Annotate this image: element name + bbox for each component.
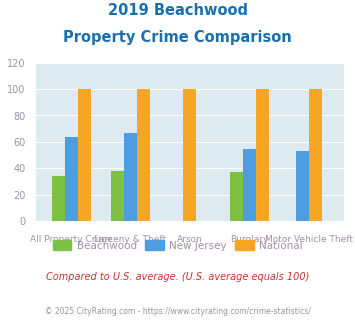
Bar bbox=[78, 89, 91, 221]
Text: All Property Crime: All Property Crime bbox=[30, 235, 113, 244]
Bar bbox=[51, 176, 65, 221]
Bar bbox=[137, 89, 150, 221]
Text: Motor Vehicle Theft: Motor Vehicle Theft bbox=[265, 235, 353, 244]
Text: Arson: Arson bbox=[177, 235, 203, 244]
Bar bbox=[184, 89, 196, 221]
Text: Burglary: Burglary bbox=[230, 235, 269, 244]
Text: Larceny & Theft: Larceny & Theft bbox=[94, 235, 166, 244]
Text: © 2025 CityRating.com - https://www.cityrating.com/crime-statistics/: © 2025 CityRating.com - https://www.city… bbox=[45, 307, 310, 316]
Legend: Beachwood, New Jersey, National: Beachwood, New Jersey, National bbox=[48, 236, 307, 255]
Bar bbox=[243, 148, 256, 221]
Text: 2019 Beachwood: 2019 Beachwood bbox=[108, 3, 247, 18]
Bar bbox=[230, 172, 243, 221]
Text: Compared to U.S. average. (U.S. average equals 100): Compared to U.S. average. (U.S. average … bbox=[46, 272, 309, 282]
Bar bbox=[65, 137, 78, 221]
Bar bbox=[124, 133, 137, 221]
Text: Property Crime Comparison: Property Crime Comparison bbox=[63, 30, 292, 45]
Bar bbox=[256, 89, 269, 221]
Bar bbox=[111, 171, 124, 221]
Bar bbox=[309, 89, 322, 221]
Bar bbox=[296, 151, 309, 221]
